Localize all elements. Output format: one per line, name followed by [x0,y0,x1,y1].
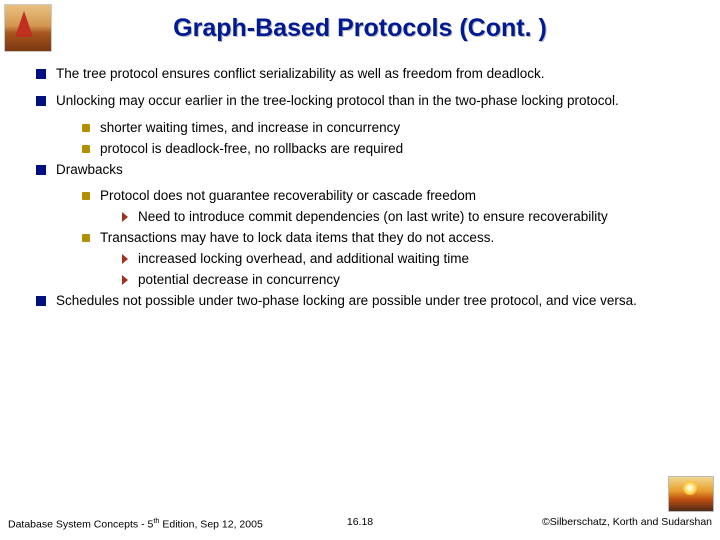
bullet-level1: Unlocking may occur earlier in the tree-… [36,93,694,110]
footer-left-b: Edition, Sep 12, 2005 [159,518,262,530]
bullet-level3: potential decrease in concurrency [122,272,694,289]
square-bullet-icon [36,165,46,175]
round-bullet-icon [82,124,90,132]
bullet-level1: Schedules not possible under two-phase l… [36,293,694,310]
bullet-text: shorter waiting times, and increase in c… [100,120,694,137]
slide-title: Graph-Based Protocols (Cont. ) [0,0,720,43]
bullet-level1: Drawbacks [36,162,694,179]
footer-center: 16.18 [347,516,373,528]
footer-left-a: Database System Concepts - 5 [8,518,153,530]
arrow-bullet-icon [122,212,128,222]
arrow-bullet-icon [122,254,128,264]
bullet-text: potential decrease in concurrency [138,272,694,289]
arrow-bullet-icon [122,275,128,285]
bullet-text: Need to introduce commit dependencies (o… [138,209,694,226]
square-bullet-icon [36,296,46,306]
square-bullet-icon [36,69,46,79]
sunset-logo-icon [668,476,714,512]
bullet-level3: Need to introduce commit dependencies (o… [122,209,694,226]
sailboat-logo-icon [4,4,52,52]
bullet-level2: shorter waiting times, and increase in c… [82,120,694,137]
bullet-text: The tree protocol ensures conflict seria… [56,66,694,83]
bullet-text: Drawbacks [56,162,694,179]
bullet-text: Transactions may have to lock data items… [100,230,694,247]
footer-right: ©Silberschatz, Korth and Sudarshan [542,516,712,531]
bullet-level3: increased locking overhead, and addition… [122,251,694,268]
bullet-level2: protocol is deadlock-free, no rollbacks … [82,141,694,158]
footer-left: Database System Concepts - 5th Edition, … [8,516,263,531]
slide-body: The tree protocol ensures conflict seria… [36,66,694,320]
bullet-text: increased locking overhead, and addition… [138,251,694,268]
round-bullet-icon [82,145,90,153]
bullet-text: Protocol does not guarantee recoverabili… [100,188,694,205]
square-bullet-icon [36,96,46,106]
bullet-text: Unlocking may occur earlier in the tree-… [56,93,694,110]
bullet-level1: The tree protocol ensures conflict seria… [36,66,694,83]
round-bullet-icon [82,192,90,200]
bullet-level2: Protocol does not guarantee recoverabili… [82,188,694,205]
slide-footer: Database System Concepts - 5th Edition, … [8,516,712,531]
bullet-text: protocol is deadlock-free, no rollbacks … [100,141,694,158]
bullet-text: Schedules not possible under two-phase l… [56,293,694,310]
round-bullet-icon [82,234,90,242]
bullet-level2: Transactions may have to lock data items… [82,230,694,247]
